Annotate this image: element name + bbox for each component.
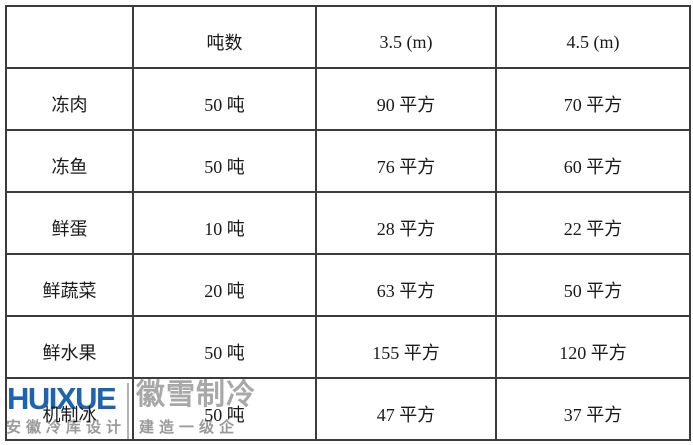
header-tonnage: 吨数 xyxy=(132,5,317,69)
table-row: 机制冰 50 吨 47 平方 37 平方 xyxy=(5,377,691,441)
header-row: 吨数 3.5 (m) 4.5 (m) xyxy=(5,5,691,69)
cell-tons: 20 吨 xyxy=(132,253,317,317)
cell-tons: 10 吨 xyxy=(132,191,317,255)
cell-tons: 50 吨 xyxy=(132,67,317,131)
cell-area-3-5: 28 平方 xyxy=(315,191,497,255)
row-label: 鲜蔬菜 xyxy=(5,253,134,317)
row-label: 冻鱼 xyxy=(5,129,134,193)
row-label: 机制冰 xyxy=(5,377,134,441)
cell-area-4-5: 37 平方 xyxy=(495,377,691,441)
cell-area-4-5: 70 平方 xyxy=(495,67,691,131)
cell-area-4-5: 120 平方 xyxy=(495,315,691,379)
capacity-table: 吨数 3.5 (m) 4.5 (m) 冻肉 50 吨 90 平方 70 平方 冻… xyxy=(5,5,691,441)
header-empty-cell xyxy=(5,5,134,69)
table-row: 鲜蛋 10 吨 28 平方 22 平方 xyxy=(5,191,691,255)
cell-area-4-5: 60 平方 xyxy=(495,129,691,193)
header-height-3-5m: 3.5 (m) xyxy=(315,5,497,69)
cell-tons: 50 吨 xyxy=(132,377,317,441)
cell-area-4-5: 22 平方 xyxy=(495,191,691,255)
header-height-4-5m: 4.5 (m) xyxy=(495,5,691,69)
cell-area-3-5: 47 平方 xyxy=(315,377,497,441)
table-row: 鲜水果 50 吨 155 平方 120 平方 xyxy=(5,315,691,379)
table-row: 鲜蔬菜 20 吨 63 平方 50 平方 xyxy=(5,253,691,317)
cell-area-3-5: 76 平方 xyxy=(315,129,497,193)
cell-area-3-5: 63 平方 xyxy=(315,253,497,317)
row-label: 冻肉 xyxy=(5,67,134,131)
cell-area-4-5: 50 平方 xyxy=(495,253,691,317)
cell-area-3-5: 90 平方 xyxy=(315,67,497,131)
table-row: 冻肉 50 吨 90 平方 70 平方 xyxy=(5,67,691,131)
row-label: 鲜蛋 xyxy=(5,191,134,255)
table-row: 冻鱼 50 吨 76 平方 60 平方 xyxy=(5,129,691,193)
cell-area-3-5: 155 平方 xyxy=(315,315,497,379)
row-label: 鲜水果 xyxy=(5,315,134,379)
cell-tons: 50 吨 xyxy=(132,315,317,379)
cell-tons: 50 吨 xyxy=(132,129,317,193)
